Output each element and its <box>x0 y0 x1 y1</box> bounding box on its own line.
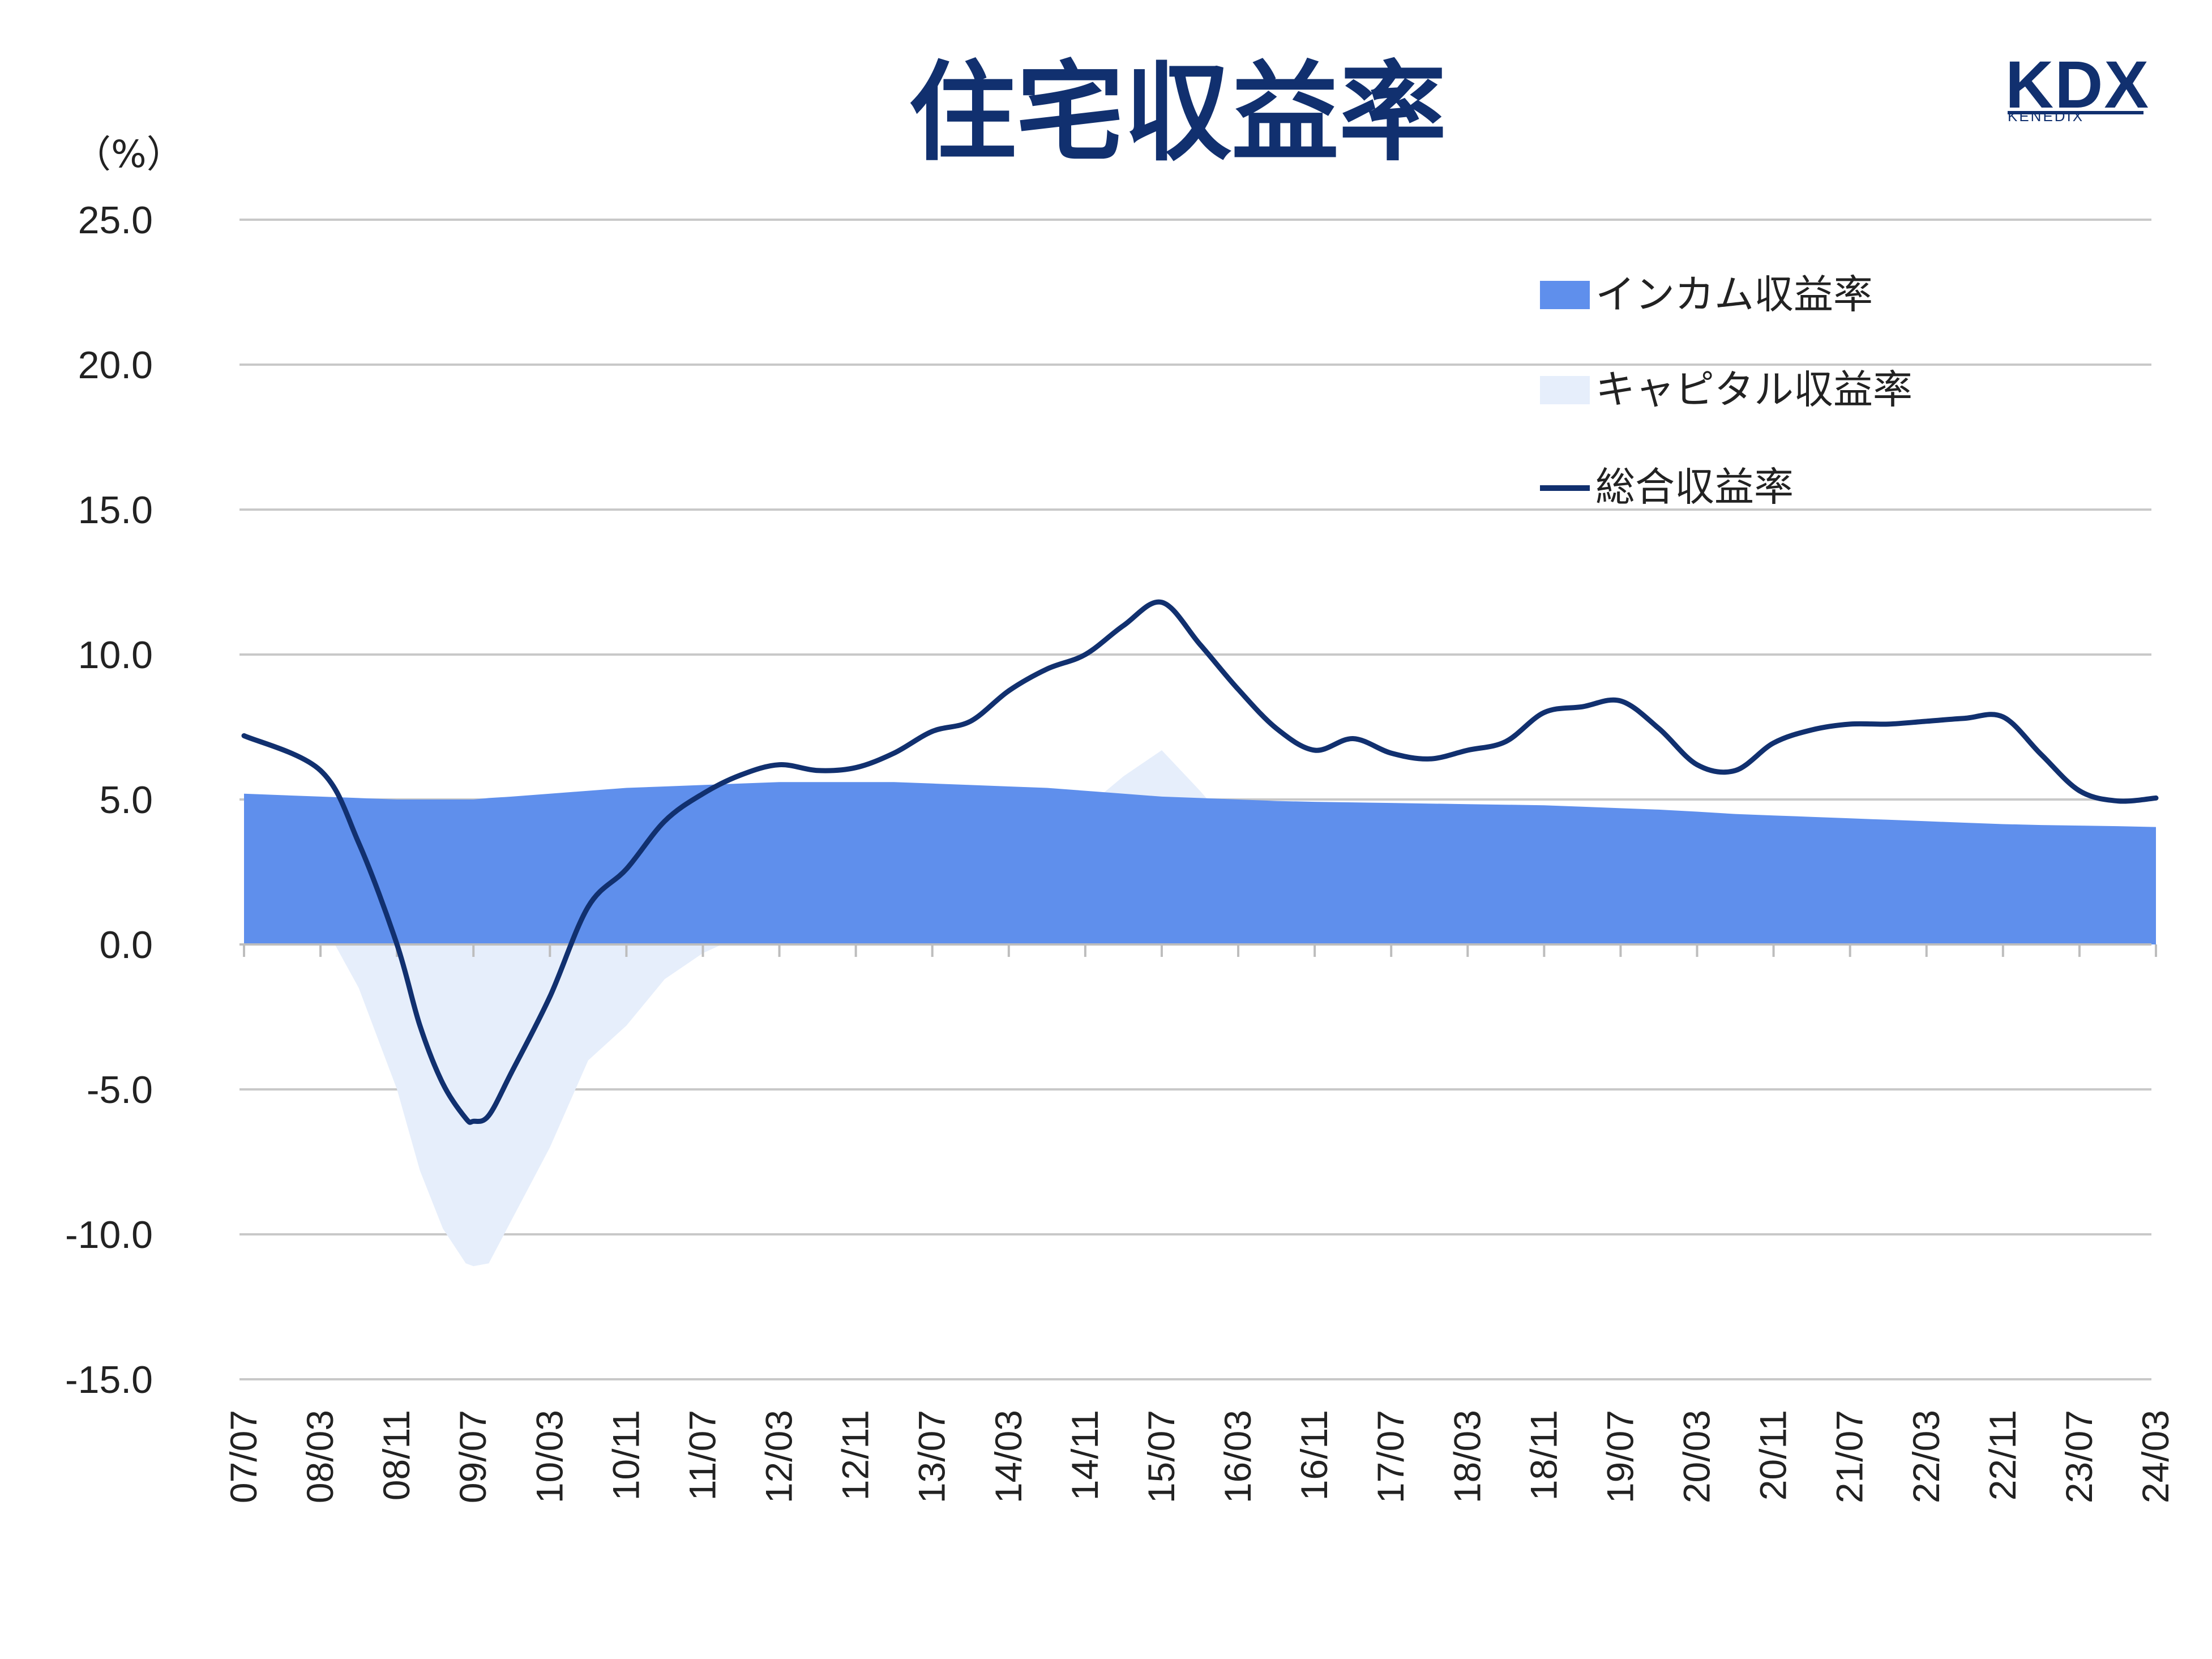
y-tick-label-2: 15.0 <box>78 489 153 532</box>
total-return-line-group <box>241 599 2159 1125</box>
x-tick-label-2: 08/11 <box>375 1410 417 1500</box>
y-tick-label-6: -5.0 <box>87 1068 153 1111</box>
x-tick-label-16: 18/03 <box>1446 1410 1488 1503</box>
legend-swatch-capital <box>1540 376 1590 404</box>
chart-title: 住宅収益率 <box>909 50 1447 176</box>
y-tick-label-8: -15.0 <box>65 1358 153 1401</box>
x-tick-label-0: 07/07 <box>223 1410 264 1503</box>
x-tick-label-7: 12/03 <box>758 1410 800 1503</box>
legend-swatch-income <box>1540 281 1590 309</box>
x-tick-label-15: 17/07 <box>1370 1410 1411 1503</box>
logo-subtext: KENEDIX <box>2008 108 2084 125</box>
x-tick-label-22: 22/03 <box>1905 1410 1947 1503</box>
x-tick-label-11: 14/11 <box>1064 1410 1106 1500</box>
x-tick-label-25: 24/03 <box>2134 1410 2176 1503</box>
x-tick-labels: 07/07 08/03 08/11 09/07 10/03 10/11 11/07 12/03… <box>223 1410 2176 1503</box>
legend-label-total: 総合収益率 <box>1595 464 1794 510</box>
x-tick-label-18: 19/07 <box>1599 1410 1641 1503</box>
x-axis <box>239 943 2157 957</box>
x-tick-label-24: 23/07 <box>2058 1410 2100 1503</box>
x-tick-label-8: 12/11 <box>835 1410 876 1500</box>
y-tick-label-0: 25.0 <box>78 199 153 242</box>
logo-underline <box>2008 111 2143 114</box>
x-tick-label-23: 22/11 <box>1982 1410 2023 1500</box>
logo-mark: KDX <box>2005 48 2150 122</box>
y-axis-unit-label: （%） <box>74 132 184 176</box>
total-return-line <box>241 599 2159 1125</box>
income-return-area <box>244 782 2156 944</box>
x-tick-label-6: 11/07 <box>681 1410 723 1500</box>
x-tick-label-4: 10/03 <box>528 1410 570 1503</box>
legend: インカム収益率 キャピタル収益率 総合収益率 <box>1540 271 1912 510</box>
x-tick-label-9: 13/07 <box>911 1410 953 1503</box>
x-tick-label-20: 20/11 <box>1752 1410 1794 1500</box>
y-tick-label-5: 0.0 <box>99 923 153 967</box>
y-tick-label-3: 10.0 <box>78 634 153 677</box>
x-tick-label-12: 15/07 <box>1140 1410 1182 1503</box>
x-tick-label-1: 08/03 <box>299 1410 341 1503</box>
x-tick-label-13: 16/03 <box>1217 1410 1259 1503</box>
legend-label-income: インカム収益率 <box>1595 271 1873 318</box>
x-tick-label-21: 21/07 <box>1829 1410 1871 1503</box>
x-tick-label-14: 16/11 <box>1293 1410 1335 1500</box>
x-tick-label-19: 20/03 <box>1676 1410 1718 1503</box>
y-tick-label-4: 5.0 <box>99 779 153 822</box>
y-tick-labels: 25.0 20.0 15.0 10.0 5.0 0.0 -5.0 -10.0 -15.0 <box>65 199 153 1401</box>
income-return-shape <box>244 782 2156 944</box>
x-tick-label-17: 18/11 <box>1522 1410 1564 1500</box>
x-tick-label-3: 09/07 <box>452 1410 494 1503</box>
x-tick-label-10: 14/03 <box>987 1410 1029 1503</box>
y-tick-label-7: -10.0 <box>65 1213 153 1256</box>
x-tick-label-5: 10/11 <box>605 1410 647 1500</box>
legend-label-capital: キャピタル収益率 <box>1595 366 1912 413</box>
kdx-logo: KDX KENEDIX <box>2005 48 2150 125</box>
y-tick-label-1: 20.0 <box>78 344 153 387</box>
